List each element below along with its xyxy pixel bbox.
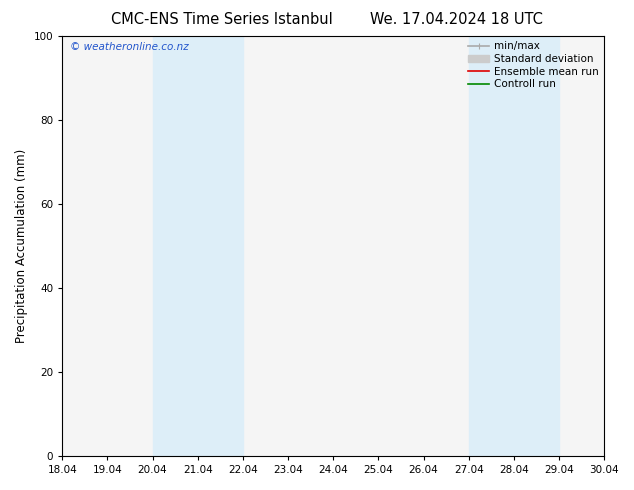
- Text: © weatheronline.co.nz: © weatheronline.co.nz: [70, 43, 189, 52]
- Legend: min/max, Standard deviation, Ensemble mean run, Controll run: min/max, Standard deviation, Ensemble me…: [468, 41, 599, 89]
- Text: We. 17.04.2024 18 UTC: We. 17.04.2024 18 UTC: [370, 12, 543, 27]
- Bar: [153, 36, 243, 456]
- Y-axis label: Precipitation Accumulation (mm): Precipitation Accumulation (mm): [15, 149, 28, 343]
- Text: CMC-ENS Time Series Istanbul: CMC-ENS Time Series Istanbul: [111, 12, 333, 27]
- Bar: [469, 36, 559, 456]
